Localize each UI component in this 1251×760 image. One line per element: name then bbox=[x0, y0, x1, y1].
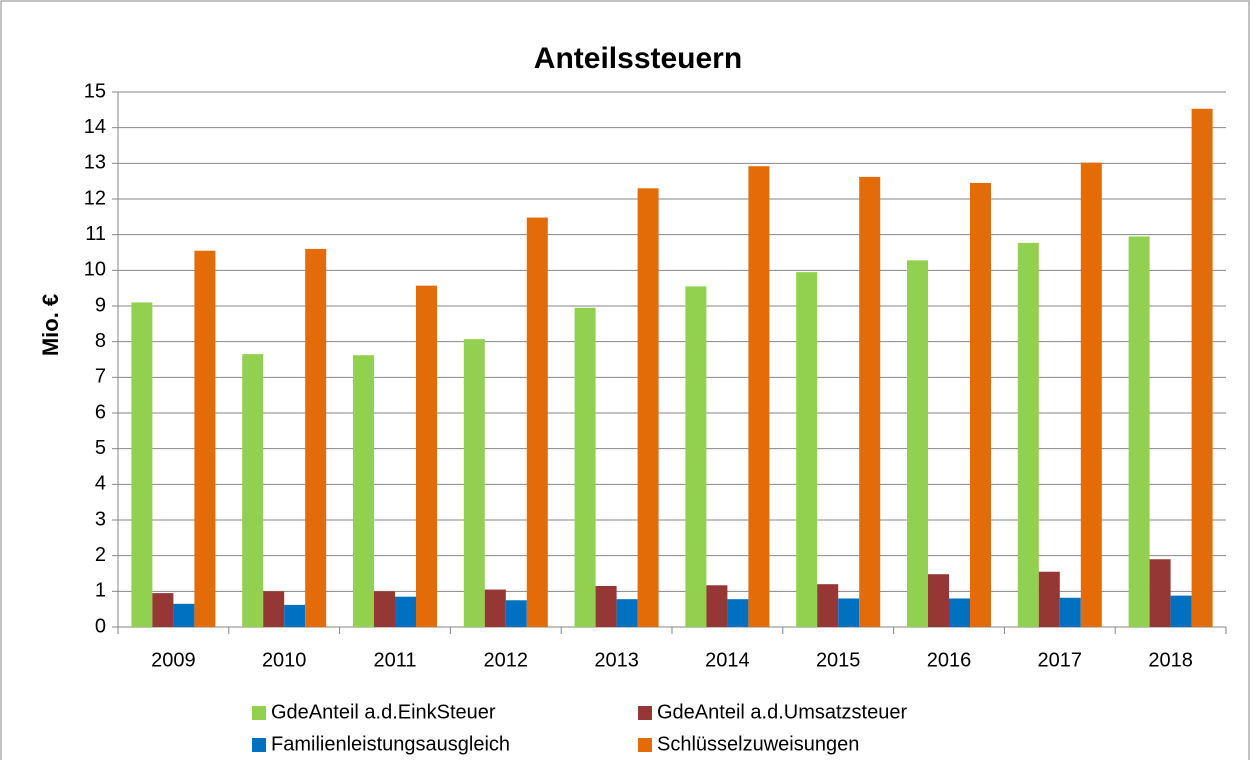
y-tick-label: 1 bbox=[95, 580, 106, 602]
y-tick-label: 6 bbox=[95, 401, 106, 423]
y-tick-label: 4 bbox=[95, 473, 106, 495]
y-tick-label: 7 bbox=[95, 366, 106, 388]
bar bbox=[463, 339, 485, 627]
bar bbox=[817, 584, 839, 627]
y-tick-label: 0 bbox=[95, 615, 106, 637]
y-tick-label: 3 bbox=[95, 508, 106, 530]
bar bbox=[1149, 559, 1171, 627]
legend-swatch bbox=[252, 706, 266, 720]
bar bbox=[1170, 595, 1192, 627]
x-tick-label: 2014 bbox=[705, 649, 750, 671]
bar bbox=[748, 166, 770, 628]
legend-label: Schlüsselzuweisungen bbox=[657, 733, 859, 755]
bar bbox=[242, 354, 264, 627]
chart-title: Anteilssteuern bbox=[534, 42, 742, 75]
y-axis-label: Mio. € bbox=[38, 294, 63, 356]
bar bbox=[796, 272, 818, 627]
y-tick-label: 2 bbox=[95, 544, 106, 566]
bar bbox=[1128, 236, 1150, 627]
x-tick-label: 2013 bbox=[594, 649, 639, 671]
x-tick-label: 2011 bbox=[373, 649, 416, 671]
bar bbox=[505, 600, 527, 627]
legend-label: GdeAnteil a.d.EinkSteuer bbox=[271, 701, 496, 723]
bar bbox=[1059, 597, 1081, 627]
bar bbox=[706, 585, 728, 627]
x-tick-label: 2012 bbox=[484, 649, 529, 671]
bar bbox=[305, 248, 327, 627]
bar bbox=[131, 302, 153, 627]
bar bbox=[173, 603, 195, 627]
legend-swatch bbox=[252, 738, 266, 752]
y-tick-label: 8 bbox=[95, 330, 106, 352]
legend-label: GdeAnteil a.d.Umsatzsteuer bbox=[657, 701, 907, 723]
bar bbox=[353, 355, 374, 627]
x-tick-label: 2010 bbox=[262, 649, 307, 671]
y-tick-label: 13 bbox=[84, 152, 106, 174]
y-tick-label: 11 bbox=[85, 223, 106, 245]
bar bbox=[574, 307, 596, 627]
bar bbox=[263, 591, 285, 627]
x-tick-label: 2018 bbox=[1148, 649, 1193, 671]
y-tick-label: 9 bbox=[95, 294, 106, 316]
bar bbox=[1080, 162, 1102, 627]
y-tick-label: 14 bbox=[84, 116, 106, 138]
bar bbox=[970, 182, 991, 627]
bar bbox=[1038, 571, 1060, 627]
bar bbox=[1017, 242, 1039, 627]
bar bbox=[637, 188, 659, 628]
bar bbox=[194, 250, 216, 627]
x-tick-label: 2016 bbox=[927, 649, 972, 671]
bar bbox=[416, 285, 437, 627]
x-tick-label: 2009 bbox=[151, 649, 196, 671]
bar bbox=[859, 176, 881, 628]
legend-label: Familienleistungsausgleich bbox=[271, 733, 510, 755]
y-tick-label: 15 bbox=[84, 80, 106, 102]
bar bbox=[395, 596, 416, 627]
bar bbox=[1191, 108, 1213, 628]
bar bbox=[595, 585, 617, 627]
bar bbox=[374, 591, 395, 627]
bar bbox=[616, 599, 638, 627]
x-tick-label: 2017 bbox=[1038, 649, 1083, 671]
y-tick-label: 12 bbox=[84, 187, 106, 209]
bar bbox=[284, 604, 306, 627]
y-tick-label: 10 bbox=[84, 259, 106, 281]
legend-swatch bbox=[638, 738, 652, 752]
bar bbox=[949, 598, 970, 627]
legend-swatch bbox=[638, 706, 652, 720]
bar bbox=[838, 598, 860, 627]
x-tick-label: 2015 bbox=[816, 649, 861, 671]
bar bbox=[907, 260, 928, 627]
bar bbox=[928, 574, 949, 627]
bar bbox=[526, 217, 548, 627]
bar bbox=[727, 599, 749, 627]
bar bbox=[152, 593, 174, 627]
y-tick-label: 5 bbox=[95, 437, 106, 459]
bar bbox=[484, 589, 506, 627]
bar bbox=[685, 286, 707, 627]
